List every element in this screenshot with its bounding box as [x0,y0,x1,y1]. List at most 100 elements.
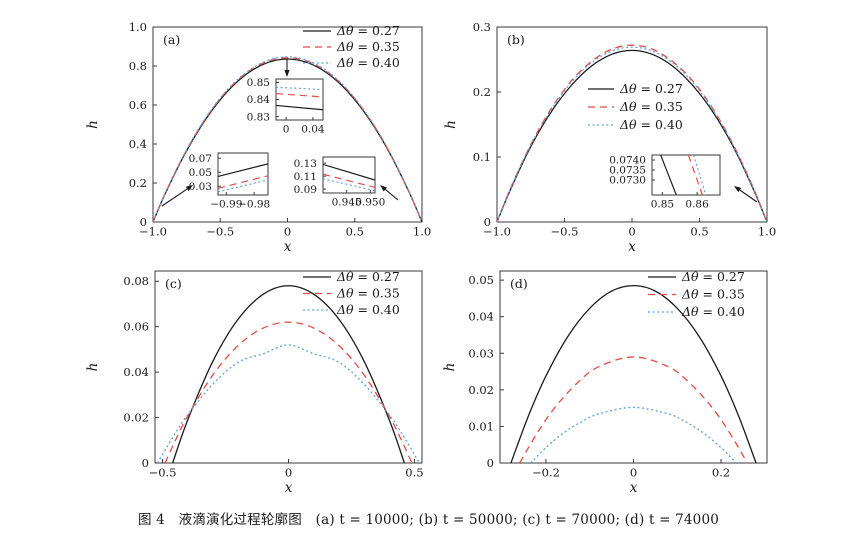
annotation-arrow-head [284,70,290,77]
legend-label-dt040: Δθ = 0.40 [336,302,400,317]
x-axis-label: x [284,239,292,255]
x-tick-label: 0.04 [301,124,325,136]
x-tick-label: 0.950 [355,197,385,209]
x-tick-label: 1.0 [758,225,776,239]
axes-frame [275,78,324,121]
curve-dt040 [218,179,268,193]
y-tick-label: 0.01 [468,419,494,433]
y-axis-label: h [442,363,458,372]
y-tick-label: 0.02 [468,383,494,397]
y-tick-label: 0.07 [189,153,212,165]
x-tick-label: 0 [628,225,635,239]
y-tick-label: 0.84 [247,94,271,106]
curve-dt027 [172,285,405,463]
curve-dt027 [497,49,767,222]
x-tick-label: 0.5 [690,225,708,239]
y-tick-label: 0.04 [468,310,494,324]
annotation-arrow-shaft [739,189,758,203]
y-tick-label: 0 [484,215,491,229]
x-tick-label: 0.5 [346,225,364,239]
curve-dt035 [276,92,323,98]
axes-frame [322,156,376,194]
annotation-arrow-shaft [385,189,399,201]
annotation-arrow [284,59,290,77]
annotation-arrow-head [380,185,388,192]
x-tick-label: −0.98 [238,199,270,211]
y-tick-label: 0.2 [473,85,491,99]
y-tick-label: 0.0735 [609,165,646,177]
y-tick-label: 0.09 [294,184,317,196]
legend-label-dt035: Δθ = 0.35 [336,39,400,54]
curve-dt040 [276,86,323,91]
subplot-d: −0.2 0 0.2 0 0.01 0.02 0.03 0.04 0.05 (d) x h Δθ = 0… [440,250,857,510]
y-tick-label: 0.02 [123,411,149,425]
subplot-a-canvas: −1.0 −0.5 0 0.5 1.0 0 0.2 0.4 0.6 0.8 1.0 (a) x h Δθ =… [85,20,431,255]
subplot-b: −1.0 −0.5 0 0.5 1.0 0 0.1 0.2 0.3 (b) x h Δθ = 0.27 Δ… [440,0,857,255]
y-tick-label: 0.03 [189,181,212,193]
annotation-arrow [734,186,758,203]
legend-label-dt027: Δθ = 0.27 [336,269,400,284]
legend-label-dt027: Δθ = 0.27 [681,269,745,284]
subplot-d-canvas: −0.2 0 0.2 0 0.01 0.02 0.03 0.04 0.05 (d) x h Δθ = 0… [442,269,768,496]
y-tick-label: 0.11 [294,171,317,183]
x-tick-label: 0 [283,124,290,136]
curve-dt027 [510,284,757,463]
y-tick-label: 0 [142,456,149,470]
inset-1: −0.99−0.98 0.03 0.05 0.07 [189,152,270,211]
curve-dt040 [497,46,767,222]
y-tick-label: 0.6 [129,98,147,112]
y-tick-label: 0 [140,215,147,229]
curve-dt027 [660,155,677,195]
y-axis-label: h [85,363,101,372]
panel-tag: (d) [510,276,528,291]
axes-frame [651,154,721,196]
legend-label-dt040: Δθ = 0.40 [681,304,745,319]
panel-tag: (c) [165,276,182,291]
legend-label-dt027: Δθ = 0.27 [619,81,683,96]
curve-dt027 [323,163,375,181]
y-tick-label: 0 [487,456,494,470]
subplot-a: −1.0 −0.5 0 0.5 1.0 0 0.2 0.4 0.6 0.8 1.0 (a) x h Δθ =… [0,0,440,255]
x-tick-label: 0.5 [405,466,423,480]
x-tick-label: −0.2 [532,466,560,480]
curve-dt027 [276,104,323,111]
x-tick-label: 0.85 [651,199,674,211]
curve-dt035 [164,321,413,463]
legend-label-dt035: Δθ = 0.35 [681,287,745,302]
y-tick-label: 1.0 [129,20,147,34]
x-tick-label: −1.0 [483,225,511,239]
plot-group: −0.5 0 0.500.020.040.060.08 (c)xh [85,270,424,496]
legend-label-dt027: Δθ = 0.27 [336,23,400,38]
x-tick-label: −0.5 [206,225,234,239]
y-axis-label: h [443,120,459,129]
y-tick-label: 0.05 [468,273,494,287]
y-tick-label: 0.83 [247,111,270,123]
x-axis-label: x [628,239,636,255]
y-tick-label: 0.03 [468,346,494,360]
plot-group: −1.0 −0.5 0 0.5 1.0 0 0.1 0.2 0.3 (b) x h [443,20,776,255]
plot-group: −0.2 0 0.2 0 0.01 0.02 0.03 0.04 0.05 (d) x h [442,270,768,496]
legend-label-dt035: Δθ = 0.35 [336,286,400,301]
x-tick-label: −0.5 [149,466,177,480]
inset-0: 0 0.04 0.83 0.84 0.85 [247,77,325,135]
curve-dt040 [156,344,421,463]
x-tick-label: 0.945 [332,197,362,209]
x-tick-label: −1.0 [139,225,167,239]
x-tick-label: −0.99 [210,199,242,211]
legend-label-dt040: Δθ = 0.40 [619,117,683,132]
x-axis-label: x [630,480,638,496]
legend-label-dt040: Δθ = 0.40 [336,55,400,70]
plot-group: −1.0 −0.5 0 0.5 1.0 0 0.2 0.4 0.6 0.8 1.0 (a) x h [85,20,431,255]
annotation-arrow [161,185,193,207]
panel-tag: (b) [507,32,525,47]
curve-dt035 [218,175,268,189]
subplot-c: −0.5 0 0.5 0 0.02 0.04 0.06 0.08 (c) x h Δθ = 0.27 Δ… [0,250,440,510]
legend: Δθ = 0.27 Δθ = 0.35 Δθ = 0.40 [648,269,745,319]
